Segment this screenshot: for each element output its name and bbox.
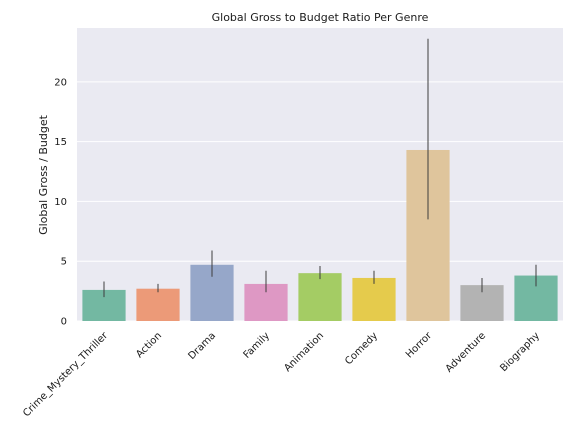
x-tick-label: Biography: [498, 330, 542, 374]
x-tick-label: Adventure: [444, 330, 488, 374]
x-tick-label: Family: [242, 330, 273, 361]
bar: [298, 273, 342, 321]
y-axis-label: Global Gross / Budget: [37, 114, 50, 235]
y-tick-label: 0: [61, 317, 67, 328]
x-tick-label: Crime_Mystery_Thriller: [21, 330, 111, 420]
y-ticks: 0 5 10 15 20: [54, 77, 67, 327]
bar: [136, 288, 180, 321]
bar: [352, 277, 396, 321]
y-tick-label: 20: [54, 77, 67, 88]
x-tick-label: Action: [134, 330, 164, 360]
x-tick-label: Comedy: [343, 330, 380, 367]
x-tick-label: Animation: [282, 330, 326, 374]
chart-title: Global Gross to Budget Ratio Per Genre: [212, 11, 429, 24]
x-ticks: Crime_Mystery_Thriller Action Drama Family A…: [21, 330, 542, 420]
y-tick-label: 5: [61, 257, 67, 268]
y-tick-label: 15: [54, 137, 67, 148]
x-tick-label: Horror: [404, 330, 435, 361]
x-tick-label: Drama: [186, 330, 218, 362]
bars: [82, 149, 558, 321]
error-bars: [103, 38, 537, 298]
y-tick-label: 10: [54, 197, 67, 208]
